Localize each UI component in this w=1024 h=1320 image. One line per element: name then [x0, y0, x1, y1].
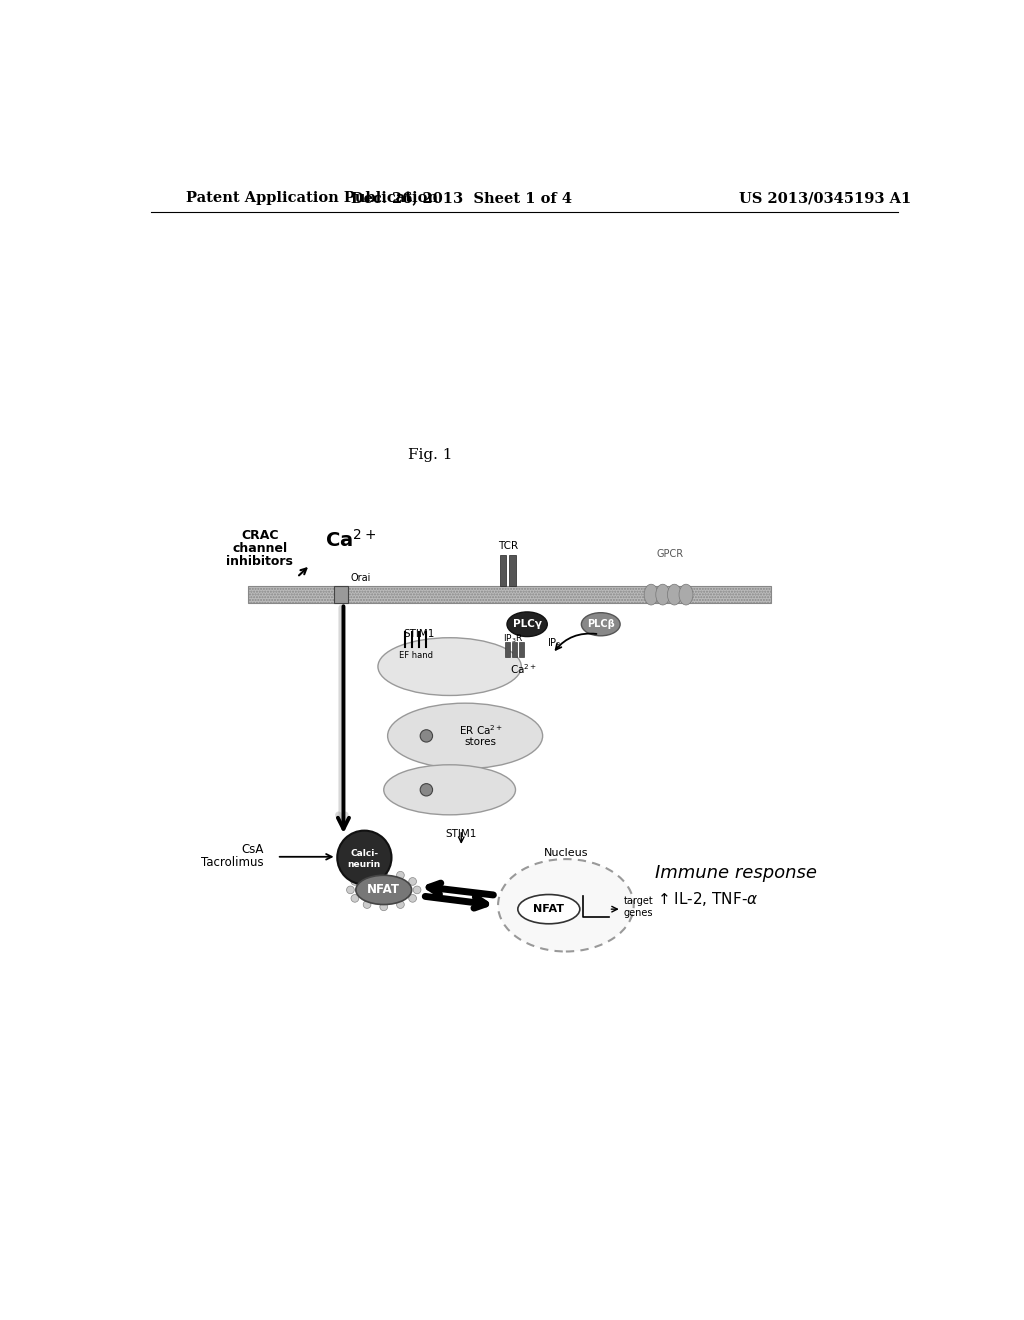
Text: PLCβ: PLCβ	[587, 619, 614, 630]
Text: Ca$^{2+}$: Ca$^{2+}$	[510, 663, 537, 676]
Ellipse shape	[518, 895, 580, 924]
Text: PLCγ: PLCγ	[513, 619, 542, 630]
Circle shape	[409, 895, 417, 903]
Text: Calci-: Calci-	[350, 849, 379, 858]
Text: Dec. 26, 2013  Sheet 1 of 4: Dec. 26, 2013 Sheet 1 of 4	[351, 191, 571, 206]
Circle shape	[346, 886, 354, 894]
Ellipse shape	[655, 585, 670, 605]
Circle shape	[380, 869, 388, 876]
Ellipse shape	[582, 612, 621, 636]
Circle shape	[420, 730, 432, 742]
Circle shape	[351, 878, 358, 886]
Bar	[509, 554, 515, 586]
Ellipse shape	[378, 638, 521, 696]
Text: Fig. 1: Fig. 1	[408, 447, 453, 462]
Text: Immune response: Immune response	[655, 865, 817, 882]
Ellipse shape	[356, 875, 412, 904]
Text: ER Ca$^{2+}$: ER Ca$^{2+}$	[459, 723, 503, 737]
Text: Ca$^{2+}$: Ca$^{2+}$	[325, 529, 376, 552]
Text: neurin: neurin	[348, 861, 381, 869]
Bar	[519, 642, 524, 657]
Circle shape	[396, 900, 404, 908]
Ellipse shape	[644, 585, 658, 605]
Circle shape	[380, 903, 388, 911]
Text: NFAT: NFAT	[534, 904, 564, 915]
Ellipse shape	[668, 585, 681, 605]
Text: Orai: Orai	[350, 573, 371, 583]
Bar	[506, 642, 510, 657]
Text: Patent Application Publication: Patent Application Publication	[186, 191, 438, 206]
Circle shape	[364, 900, 371, 908]
Text: inhibitors: inhibitors	[226, 556, 293, 569]
Circle shape	[351, 895, 358, 903]
Text: US 2013/0345193 A1: US 2013/0345193 A1	[739, 191, 911, 206]
Text: genes: genes	[624, 908, 653, 917]
Bar	[248, 586, 771, 603]
Text: EF hand: EF hand	[398, 651, 432, 660]
Text: Nucleus: Nucleus	[544, 847, 588, 858]
Text: $\uparrow$IL-2, TNF-$\alpha$: $\uparrow$IL-2, TNF-$\alpha$	[655, 890, 759, 908]
Ellipse shape	[498, 859, 634, 952]
Circle shape	[337, 830, 391, 884]
Circle shape	[396, 871, 404, 879]
Text: channel: channel	[232, 543, 288, 556]
Text: IP$_3$: IP$_3$	[547, 636, 561, 651]
Text: IP$_3$R: IP$_3$R	[503, 632, 523, 645]
Text: CsA: CsA	[242, 843, 263, 857]
Bar	[512, 642, 517, 657]
Circle shape	[409, 878, 417, 886]
Circle shape	[364, 871, 371, 879]
Ellipse shape	[679, 585, 693, 605]
Ellipse shape	[507, 612, 547, 636]
Text: TCR: TCR	[498, 541, 518, 552]
Text: stores: stores	[465, 737, 497, 747]
Bar	[334, 586, 348, 603]
Text: NFAT: NFAT	[368, 883, 400, 896]
Bar	[500, 554, 506, 586]
Text: Tacrolimus: Tacrolimus	[201, 855, 263, 869]
Text: CRAC: CRAC	[241, 529, 279, 543]
Ellipse shape	[384, 764, 515, 814]
Text: STIM1: STIM1	[445, 829, 477, 838]
Circle shape	[420, 784, 432, 796]
Ellipse shape	[388, 704, 543, 768]
Text: GPCR: GPCR	[657, 549, 684, 558]
Circle shape	[414, 886, 421, 894]
Text: target: target	[624, 896, 653, 907]
Text: STIM1: STIM1	[402, 630, 434, 639]
